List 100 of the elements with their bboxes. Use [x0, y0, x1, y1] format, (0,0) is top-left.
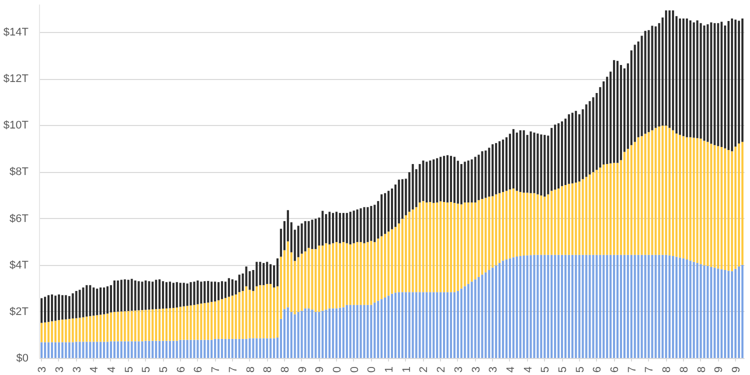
bar — [176, 307, 178, 341]
bar — [450, 202, 452, 292]
bar — [110, 312, 112, 342]
bar — [290, 312, 292, 358]
bar — [426, 292, 428, 358]
bar — [637, 137, 640, 255]
bar — [335, 212, 338, 242]
bar — [557, 123, 560, 188]
bar — [456, 290, 459, 358]
bar — [741, 18, 744, 142]
x-tick-label: 3 — [36, 366, 49, 373]
bar — [308, 221, 310, 248]
bar — [502, 192, 504, 261]
bar — [692, 138, 695, 262]
bar — [675, 256, 678, 358]
bar — [672, 130, 674, 256]
bar — [585, 104, 588, 177]
bar — [401, 292, 404, 358]
bar — [141, 282, 144, 310]
x-tick-label: 6 — [592, 366, 604, 373]
bar — [47, 342, 50, 358]
x-tick-label: 5 — [540, 366, 552, 373]
bar — [47, 322, 50, 342]
bar — [599, 168, 602, 255]
bar — [734, 20, 737, 147]
bar — [172, 340, 174, 358]
y-tick-label: $8T — [10, 166, 29, 178]
bar — [675, 134, 678, 257]
bar — [574, 110, 577, 183]
bar — [481, 274, 484, 358]
bar — [696, 20, 698, 138]
bar — [436, 202, 438, 292]
bar — [44, 296, 46, 322]
bar — [488, 148, 490, 197]
bar — [40, 322, 43, 342]
bar — [610, 163, 612, 255]
bar — [363, 304, 366, 358]
bar — [703, 265, 706, 358]
bar — [314, 218, 317, 250]
bar — [530, 255, 532, 358]
bar — [536, 254, 539, 358]
bar — [318, 246, 320, 312]
bar — [665, 10, 668, 126]
bar — [374, 302, 376, 358]
bar — [200, 340, 202, 358]
bar — [544, 254, 546, 358]
bar — [384, 297, 386, 358]
bar — [634, 44, 636, 142]
bar — [571, 183, 574, 255]
bar — [606, 254, 608, 358]
bar — [714, 145, 716, 268]
bar — [508, 189, 512, 258]
bar — [540, 134, 542, 196]
bar — [446, 202, 449, 292]
bar — [668, 255, 671, 358]
bar — [648, 132, 650, 255]
bar — [599, 254, 602, 358]
bar — [453, 292, 456, 358]
bar — [654, 128, 657, 255]
x-tick-label: 9 — [314, 366, 326, 373]
bar — [286, 307, 289, 358]
bar — [346, 243, 348, 305]
bar — [412, 209, 414, 292]
bar — [623, 254, 626, 358]
bar — [620, 65, 622, 160]
bar — [308, 308, 310, 358]
bar — [134, 341, 136, 358]
bar — [96, 288, 98, 316]
bar — [172, 282, 174, 308]
bar — [380, 299, 383, 358]
bar — [637, 254, 640, 358]
bar — [678, 134, 682, 258]
bar — [193, 282, 196, 305]
bar — [190, 340, 192, 358]
bar — [387, 232, 390, 296]
y-tick-label: $14T — [3, 26, 29, 38]
bar — [700, 264, 702, 358]
bar — [127, 341, 130, 358]
bar — [522, 192, 525, 256]
bar — [204, 281, 206, 304]
y-tick-label: $2T — [10, 306, 29, 318]
bar — [304, 221, 306, 252]
bar — [429, 292, 432, 358]
bar — [186, 284, 188, 306]
bar — [297, 257, 300, 312]
bar — [248, 290, 251, 338]
bar — [460, 288, 462, 358]
bar — [141, 310, 144, 342]
bar — [64, 319, 67, 342]
x-tick-label: 2 — [418, 366, 430, 373]
bar — [540, 254, 542, 358]
x-tick-label: 8 — [661, 366, 674, 373]
bar — [325, 310, 328, 358]
bar — [404, 292, 407, 358]
x-tick-label: 7 — [644, 366, 656, 373]
bar — [648, 254, 650, 358]
bar — [102, 314, 106, 342]
bar — [436, 292, 438, 358]
x-tick-label: 9 — [713, 366, 726, 373]
bar — [456, 204, 459, 291]
